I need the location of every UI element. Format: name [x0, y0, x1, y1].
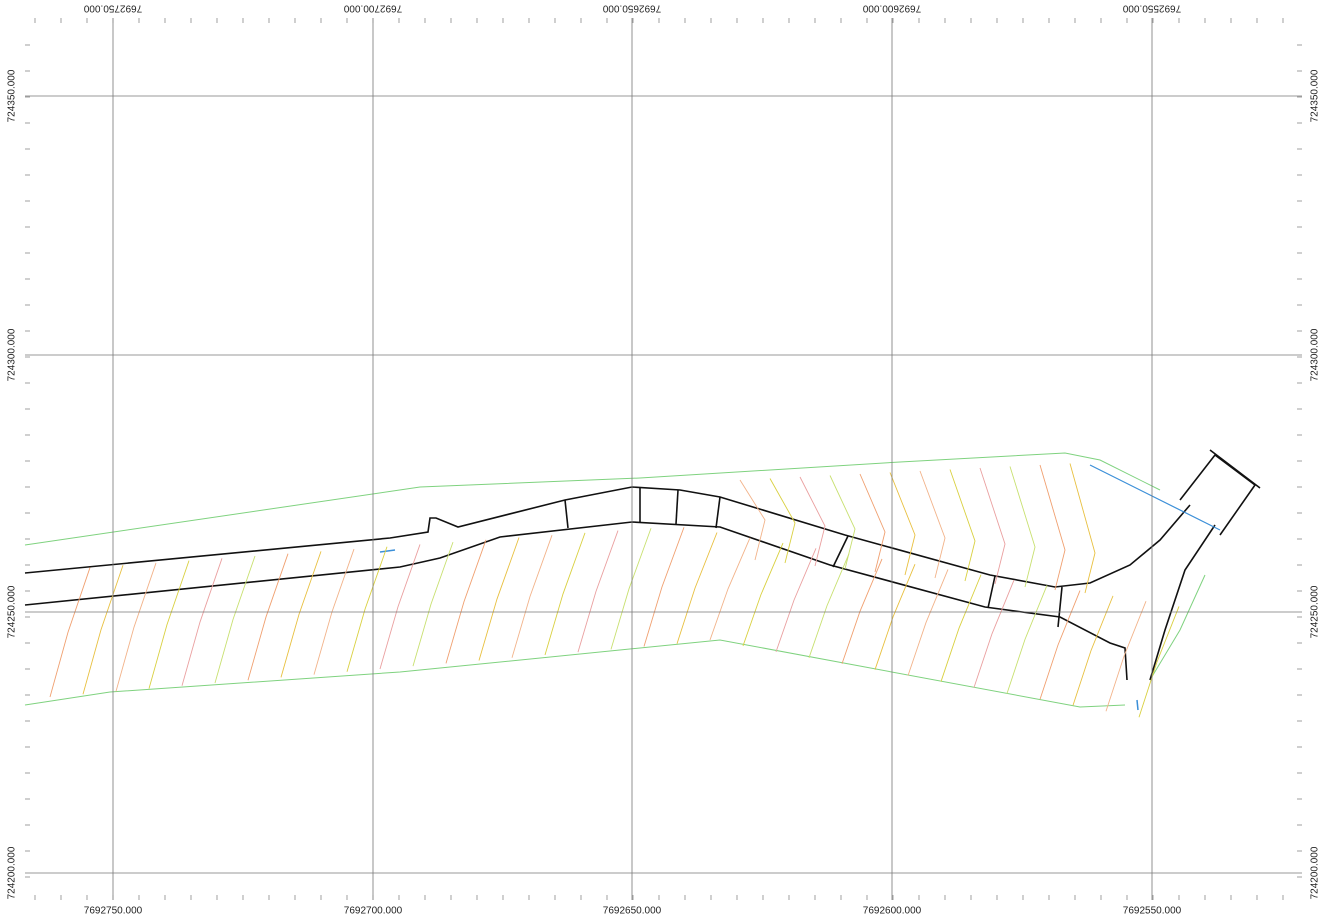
contour — [742, 542, 784, 647]
road-edge — [24, 521, 1128, 681]
contour — [940, 574, 982, 682]
easting-label: 7692650.000 — [602, 2, 661, 13]
contour — [280, 551, 322, 678]
northing-label: 724300.000 — [1310, 328, 1321, 381]
contour — [379, 544, 421, 670]
contour — [769, 478, 796, 564]
contour — [829, 475, 856, 570]
easting-label: 7692650.000 — [603, 906, 662, 917]
road-end — [1209, 449, 1261, 489]
flow-arrow — [1136, 699, 1139, 711]
contour — [889, 472, 916, 576]
contour — [214, 555, 256, 684]
cross-section — [564, 499, 569, 529]
contour — [739, 479, 766, 561]
easting-label: 7692550.000 — [1122, 2, 1181, 13]
northing-label: 724200.000 — [1310, 846, 1321, 899]
contour — [859, 473, 886, 573]
contour — [1039, 590, 1081, 700]
contour — [808, 553, 850, 658]
easting-label: 7692700.000 — [344, 906, 403, 917]
contour — [676, 532, 718, 644]
northing-label: 724350.000 — [7, 69, 18, 122]
boundary — [24, 639, 1126, 708]
northing-label: 724300.000 — [7, 328, 18, 381]
easting-label: 7692750.000 — [84, 906, 143, 917]
cross-section — [675, 489, 679, 525]
northing-label: 724250.000 — [1310, 585, 1321, 638]
contour — [907, 569, 949, 676]
contour — [973, 579, 1015, 688]
northing-label: 724200.000 — [7, 846, 18, 899]
contour — [1006, 585, 1048, 694]
boundary — [24, 452, 1161, 546]
contour — [775, 548, 817, 653]
easting-label: 7692550.000 — [1123, 906, 1182, 917]
contour — [1039, 464, 1066, 591]
site-plan — [24, 449, 1261, 718]
contour — [643, 527, 685, 647]
cross-section — [832, 535, 849, 568]
contour — [949, 469, 976, 582]
contour — [1069, 463, 1096, 594]
northing-label: 724350.000 — [1310, 69, 1321, 122]
cross-section — [1057, 586, 1063, 628]
contour — [1138, 606, 1180, 718]
easting-label: 7692700.000 — [343, 2, 402, 13]
contour — [610, 528, 652, 650]
contour — [577, 530, 619, 653]
road-edge — [1149, 524, 1216, 681]
contour — [979, 467, 1006, 585]
contour — [841, 558, 883, 664]
easting-label: 7692600.000 — [863, 906, 922, 917]
contour — [874, 564, 916, 670]
contour — [709, 537, 751, 641]
flow-line — [1089, 464, 1221, 531]
contour — [478, 537, 520, 661]
contour — [247, 553, 289, 681]
contour — [49, 567, 91, 698]
cross-section — [715, 496, 721, 529]
contour — [1072, 595, 1114, 706]
contour — [181, 558, 223, 686]
cross-section — [987, 575, 996, 609]
contour — [148, 560, 190, 689]
contour — [445, 539, 487, 664]
easting-label: 7692750.000 — [83, 2, 142, 13]
contour — [115, 562, 157, 692]
contour — [82, 565, 124, 695]
easting-label: 7692600.000 — [862, 2, 921, 13]
contour — [799, 476, 826, 567]
boundary — [1149, 574, 1206, 681]
contour — [544, 532, 586, 656]
northing-label: 724250.000 — [7, 585, 18, 638]
contour — [919, 470, 946, 579]
road-edge — [24, 486, 1191, 588]
contour — [1009, 466, 1036, 588]
flow-arrow — [379, 549, 396, 553]
contour — [346, 546, 388, 672]
contour — [511, 535, 553, 658]
contour — [412, 541, 454, 667]
contour — [1105, 600, 1147, 712]
